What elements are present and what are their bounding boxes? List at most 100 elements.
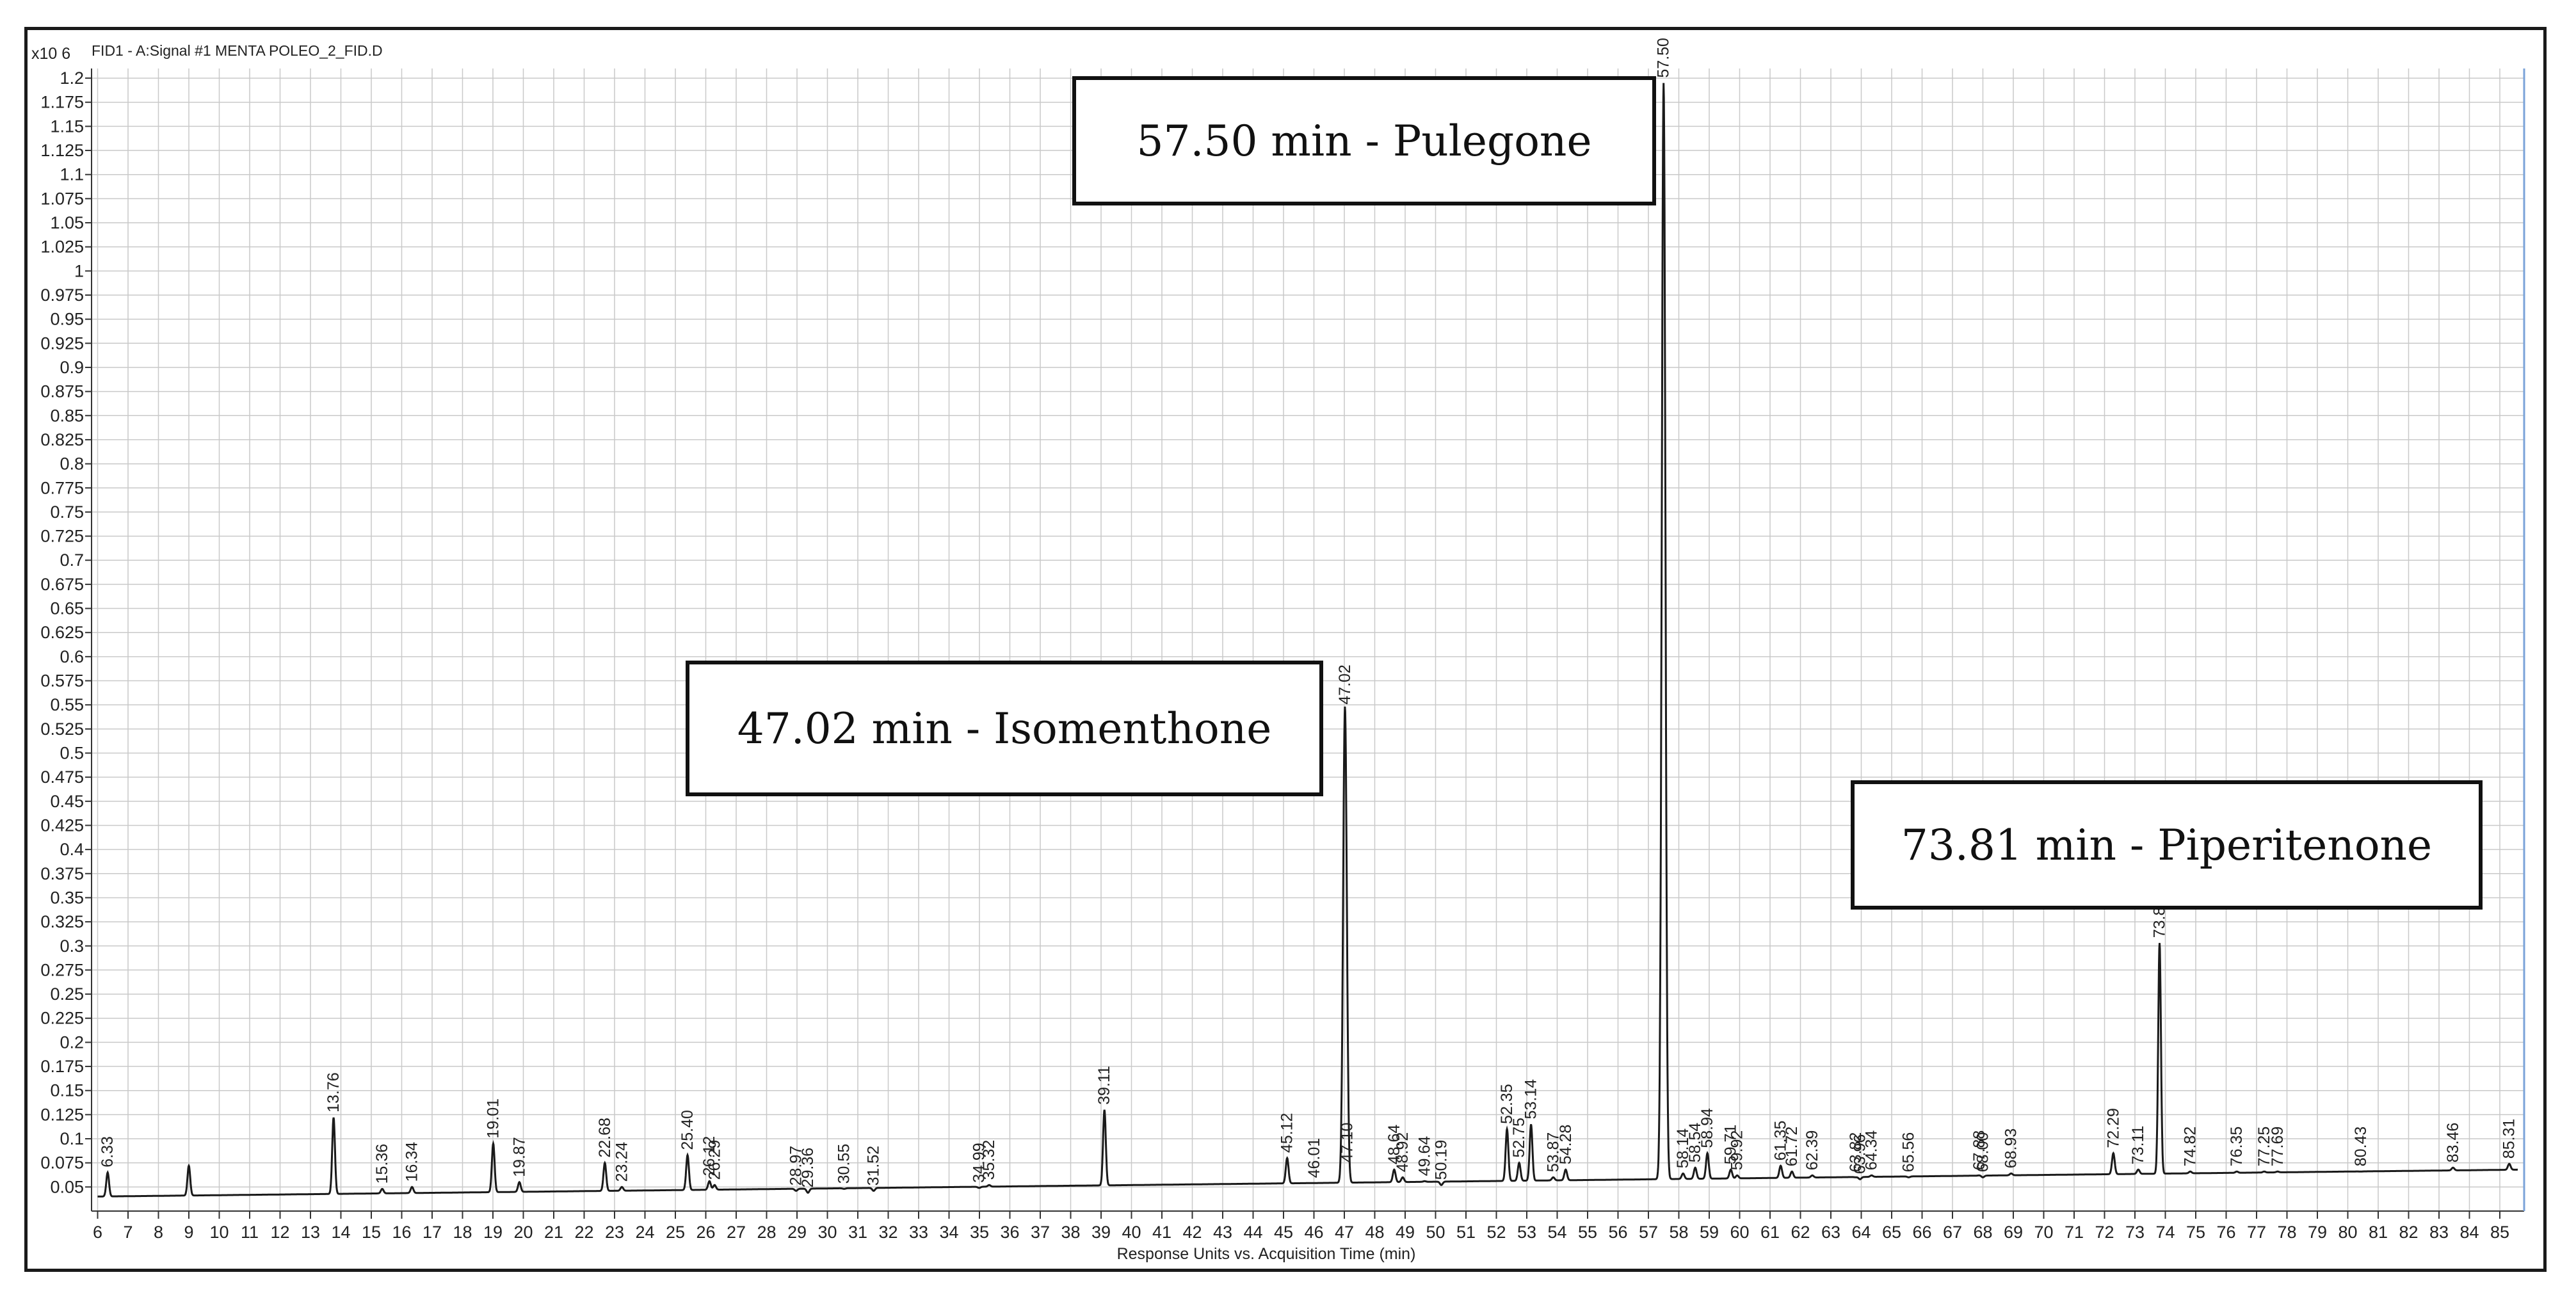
peak-label: 58.94 (1698, 1108, 1716, 1148)
peak-label: 62.39 (1803, 1130, 1821, 1171)
axes (85, 68, 2525, 1219)
peak-label: 59.92 (1728, 1130, 1746, 1171)
y-tick-label: 1.2 (60, 68, 84, 88)
peak-label: 80.43 (2352, 1127, 2370, 1167)
x-tick-label: 22 (574, 1223, 593, 1242)
y-scale-label: x10 6 (31, 45, 70, 63)
peak-label: 13.76 (325, 1072, 342, 1112)
peak-label: 52.35 (1498, 1084, 1516, 1124)
y-tick-label: 0.775 (40, 478, 84, 497)
peak-label: 35.32 (980, 1140, 998, 1180)
peak-label: 25.40 (679, 1110, 696, 1150)
y-tick-label: 0.6 (60, 647, 84, 666)
x-tick-label: 20 (513, 1223, 533, 1242)
x-tick-label: 12 (270, 1223, 289, 1242)
y-tick-label: 0.275 (40, 960, 84, 979)
peak-label: 63.82 (1847, 1132, 1865, 1173)
x-tick-label: 66 (1912, 1223, 1931, 1242)
y-tick-label: 0.075 (40, 1153, 84, 1173)
y-tick-label: 1.05 (50, 213, 84, 232)
y-tick-label: 0.525 (40, 719, 84, 739)
peak-label: 19.87 (510, 1137, 528, 1177)
y-tick-label: 0.35 (50, 888, 84, 907)
x-tick-label: 33 (909, 1223, 928, 1242)
peak-label: 48.92 (1394, 1132, 1412, 1173)
peak-label: 19.01 (484, 1098, 502, 1139)
peak-label: 48.64 (1385, 1125, 1403, 1165)
chart-frame: 6 7 8 9 10 11 12 13 14 15 16 17 18 19 20 21 22 23 24 25 26 27… (24, 27, 2547, 1272)
x-tick-label: 79 (2308, 1223, 2327, 1242)
x-tick-label: 67 (1943, 1223, 1962, 1242)
y-tick-label: 0.45 (50, 792, 84, 811)
x-tick-label: 18 (453, 1223, 472, 1242)
peak-label: 61.35 (1772, 1121, 1790, 1161)
x-tick-label: 29 (787, 1223, 807, 1242)
peak-label: 49.64 (1415, 1136, 1433, 1177)
x-tick-label: 50 (1426, 1223, 1445, 1242)
y-tick-label: 0.625 (40, 623, 84, 642)
x-tick-label: 37 (1031, 1223, 1050, 1242)
x-tick-label: 55 (1578, 1223, 1597, 1242)
x-tick-label: 24 (635, 1223, 654, 1242)
x-tick-label: 25 (666, 1223, 685, 1242)
y-tick-label: 0.95 (50, 310, 84, 329)
y-tick-label: 0.2 (60, 1032, 84, 1052)
x-tick-label: 54 (1547, 1223, 1566, 1242)
peak-label: 59.71 (1722, 1125, 1740, 1165)
x-tick-label: 53 (1517, 1223, 1536, 1242)
peak-label: 85.31 (2500, 1119, 2518, 1159)
y-tick-label: 0.725 (40, 527, 84, 546)
x-tick-label: 85 (2490, 1223, 2509, 1242)
peak-label: 63.96 (1851, 1134, 1869, 1175)
x-tick-label: 45 (1274, 1223, 1293, 1242)
tick-labels: 6 7 8 9 10 11 12 13 14 15 16 17 18 19 20 21 22 23 24 25 26 27… (40, 68, 2509, 1242)
x-tick-label: 78 (2277, 1223, 2296, 1242)
peak-label: 53.14 (1522, 1079, 1540, 1120)
x-tick-label: 72 (2095, 1223, 2114, 1242)
x-tick-label: 40 (1122, 1223, 1141, 1242)
y-tick-label: 0.85 (50, 406, 84, 425)
trace (97, 83, 2518, 1198)
peak-label: 52.75 (1510, 1118, 1528, 1158)
y-tick-label: 0.9 (60, 358, 84, 377)
y-tick-label: 0.1 (60, 1129, 84, 1148)
y-tick-label: 0.75 (50, 502, 84, 522)
x-tick-label: 60 (1730, 1223, 1749, 1242)
y-tick-label: 0.3 (60, 936, 84, 956)
x-tick-label: 71 (2065, 1223, 2084, 1242)
peak-label: 58.14 (1674, 1128, 1692, 1169)
peak-label: 16.34 (403, 1142, 421, 1182)
peak-label: 53.87 (1544, 1132, 1562, 1173)
peak-label: 23.24 (613, 1142, 631, 1182)
y-tick-label: 0.4 (60, 840, 84, 859)
y-tick-label: 0.825 (40, 430, 84, 449)
y-tick-label: 0.25 (50, 984, 84, 1004)
peak-label: 68.93 (2002, 1128, 2020, 1169)
peak-label: 22.68 (596, 1118, 614, 1158)
x-tick-label: 77 (2247, 1223, 2266, 1242)
y-tick-label: 0.675 (40, 575, 84, 594)
x-axis-label: Response Units vs. Acquisition Time (min… (1117, 1245, 1416, 1263)
y-tick-label: 0.575 (40, 671, 84, 691)
peak-label: 74.82 (2181, 1127, 2199, 1167)
y-tick-label: 0.5 (60, 743, 84, 762)
x-tick-label: 46 (1304, 1223, 1323, 1242)
x-tick-label: 6 (93, 1223, 102, 1242)
x-tick-label: 36 (1000, 1223, 1019, 1242)
peak-label: 26.12 (700, 1136, 718, 1177)
x-tick-label: 39 (1091, 1223, 1111, 1242)
y-tick-label: 1.1 (60, 165, 84, 184)
annotation-pulegone: 57.50 min - Pulegone (1072, 76, 1656, 205)
peak-label: 72.29 (2104, 1108, 2122, 1148)
y-tick-label: 1.025 (40, 237, 84, 257)
y-tick-label: 0.125 (40, 1105, 84, 1124)
x-tick-label: 62 (1791, 1223, 1810, 1242)
peak-label: 6.33 (99, 1136, 117, 1168)
x-tick-label: 19 (483, 1223, 503, 1242)
x-tick-label: 56 (1608, 1223, 1627, 1242)
y-tick-label: 0.65 (50, 599, 84, 618)
y-tick-label: 1 (74, 261, 84, 280)
annotation-piperitenone-text: 73.81 min - Piperitenone (1901, 820, 2433, 870)
x-tick-label: 48 (1365, 1223, 1384, 1242)
